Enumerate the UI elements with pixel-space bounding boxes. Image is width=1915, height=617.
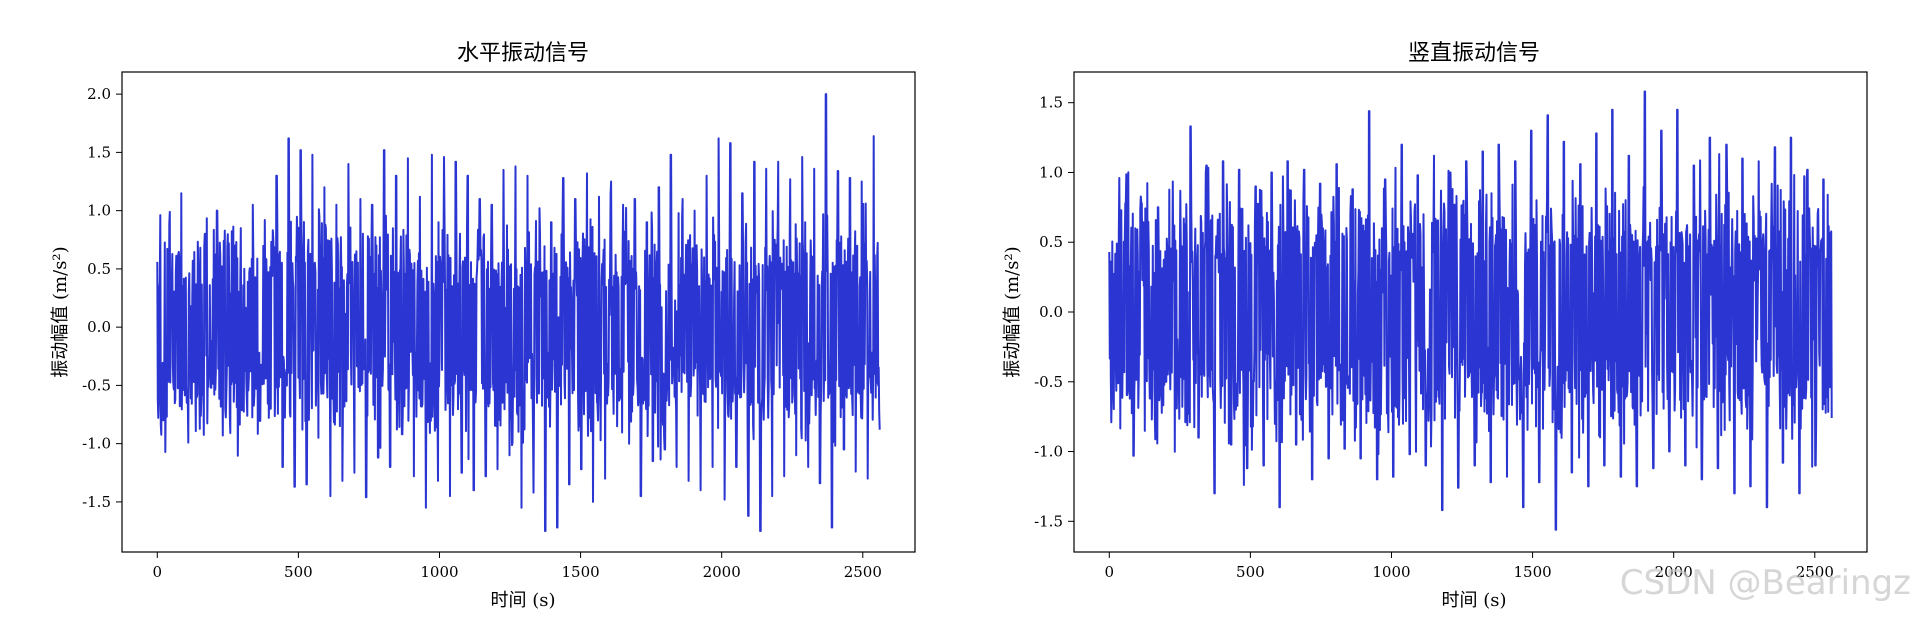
- y-tick-label: 0.5: [1039, 233, 1063, 251]
- watermark: CSDN @Bearingz: [1619, 563, 1911, 603]
- x-ticks: 0 500 1000 1500 2000 2500: [153, 552, 882, 581]
- signal-line: [156, 93, 881, 532]
- y-tick-label: -0.5: [1034, 373, 1063, 391]
- x-axis-label: 时间 (s): [490, 590, 555, 611]
- y-tick-label: 1.5: [87, 143, 111, 161]
- y-tick-label: -1.5: [82, 493, 111, 511]
- x-tick-label: 2500: [1796, 563, 1834, 581]
- x-tick-label: 1000: [420, 563, 458, 581]
- x-tick-label: 1500: [1513, 563, 1551, 581]
- chart-title: 竖直振动信号: [1408, 41, 1540, 66]
- y-tick-label: 0.5: [87, 260, 111, 278]
- chart-horizontal-vibration: 水平振动信号 0 500 1000 1500 2000 2500 -1.5 -1.0 -0.5…: [50, 41, 916, 611]
- y-tick-label: 1.0: [1039, 163, 1063, 181]
- y-tick-label: 0.0: [87, 318, 111, 336]
- x-tick-label: 2000: [703, 563, 741, 581]
- chart-vertical-vibration: 竖直振动信号 0 500 1000 1500 2000 2500 -1.5 -1.0 -0.5…: [1002, 41, 1868, 611]
- x-tick-label: 2500: [844, 563, 882, 581]
- y-axis-label: 振动幅值 (m/s²): [1002, 246, 1023, 377]
- x-axis-label: 时间 (s): [1441, 590, 1506, 611]
- x-tick-label: 1500: [561, 563, 599, 581]
- y-tick-label: 0.0: [1039, 303, 1063, 321]
- x-tick-label: 500: [284, 563, 313, 581]
- y-tick-label: 2.0: [87, 85, 111, 103]
- y-tick-label: -1.0: [1034, 443, 1063, 461]
- y-tick-label: -1.0: [82, 435, 111, 453]
- y-axis-label: 振动幅值 (m/s²): [50, 246, 71, 377]
- y-tick-label: 1.5: [1039, 94, 1063, 112]
- signal-line: [1108, 90, 1833, 531]
- x-tick-label: 2000: [1655, 563, 1693, 581]
- y-ticks: -1.5 -1.0 -0.5 0.0 0.5 1.0 1.5: [1034, 94, 1074, 530]
- x-tick-label: 0: [153, 563, 163, 581]
- chart-title: 水平振动信号: [457, 41, 589, 66]
- y-tick-label: -0.5: [82, 376, 111, 394]
- y-tick-label: -1.5: [1034, 512, 1063, 530]
- x-tick-label: 500: [1236, 563, 1265, 581]
- x-tick-label: 0: [1105, 563, 1115, 581]
- y-ticks: -1.5 -1.0 -0.5 0.0 0.5 1.0 1.5 2.0: [82, 85, 122, 511]
- y-tick-label: 1.0: [87, 202, 111, 220]
- x-tick-label: 1000: [1372, 563, 1410, 581]
- x-ticks: 0 500 1000 1500 2000 2500: [1105, 552, 1834, 581]
